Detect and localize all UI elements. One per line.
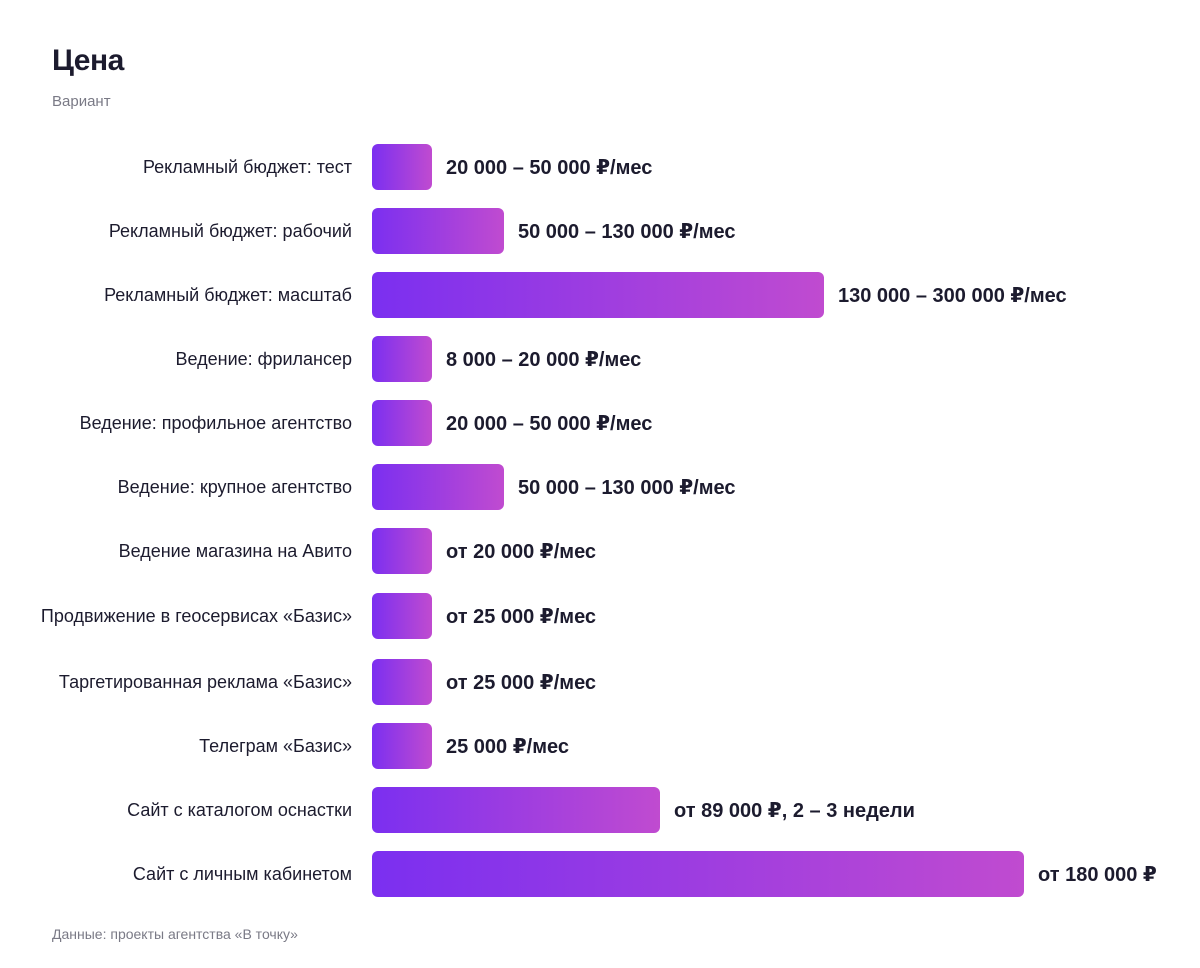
bar bbox=[372, 400, 432, 446]
chart-title: Цена bbox=[52, 44, 124, 77]
bar bbox=[372, 723, 432, 769]
bar bbox=[372, 528, 432, 574]
value-label: 130 000 – 300 000 ₽/мес bbox=[838, 284, 1067, 307]
value-label: от 180 000 ₽ bbox=[1038, 863, 1157, 886]
category-label: Продвижение в геосервисах «Базис» bbox=[40, 606, 352, 626]
bar bbox=[372, 851, 1024, 897]
category-label: Ведение: профильное агентство bbox=[79, 413, 352, 433]
bar-row: Продвижение в геосервисах «Базис» от 25 0… bbox=[0, 593, 1200, 639]
value-label: 20 000 – 50 000 ₽/мес bbox=[446, 412, 653, 435]
bar-row: Сайт с каталогом оснастки от 89 000 ₽, 2 … bbox=[0, 787, 1200, 833]
chart-subtitle: Вариант bbox=[52, 93, 111, 110]
bar-row: Ведение магазина на Авито от 20 000 ₽/мес bbox=[0, 528, 1200, 574]
value-label: от 25 000 ₽/мес bbox=[446, 671, 597, 694]
category-label: Рекламный бюджет: масштаб bbox=[104, 285, 352, 305]
value-label: 8 000 – 20 000 ₽/мес bbox=[446, 348, 642, 371]
bar-row: Рекламный бюджет: тест 20 000 – 50 000 ₽/… bbox=[0, 144, 1200, 190]
bar bbox=[372, 593, 432, 639]
bar bbox=[372, 464, 504, 510]
category-label: Рекламный бюджет: рабочий bbox=[108, 221, 352, 241]
bar-row: Ведение: фрилансер 8 000 – 20 000 ₽/мес bbox=[0, 336, 1200, 382]
value-label: 25 000 ₽/мес bbox=[446, 735, 569, 758]
bar-row: Сайт с личным кабинетом от 180 000 ₽ bbox=[0, 851, 1200, 897]
category-label: Таргетированная реклама «Базис» bbox=[58, 672, 352, 692]
category-label: Рекламный бюджет: тест bbox=[142, 157, 352, 177]
bar-row: Ведение: профильное агентство 20 000 – 50… bbox=[0, 400, 1200, 446]
bar-row: Рекламный бюджет: масштаб 130 000 – 300 0… bbox=[0, 272, 1200, 318]
value-label: от 25 000 ₽/мес bbox=[446, 605, 597, 628]
value-label: 50 000 – 130 000 ₽/мес bbox=[518, 220, 736, 243]
value-label: от 20 000 ₽/мес bbox=[446, 540, 597, 563]
value-label: 50 000 – 130 000 ₽/мес bbox=[518, 476, 736, 499]
bar bbox=[372, 336, 432, 382]
bar-row: Телеграм «Базис» 25 000 ₽/мес bbox=[0, 723, 1200, 769]
bar-row: Ведение: крупное агентство 50 000 – 130 0… bbox=[0, 464, 1200, 510]
bar bbox=[372, 272, 824, 318]
bar bbox=[372, 208, 504, 254]
bar bbox=[372, 659, 432, 705]
category-label: Ведение: фрилансер bbox=[175, 349, 353, 369]
category-label: Ведение магазина на Авито bbox=[118, 541, 352, 561]
bar bbox=[372, 787, 660, 833]
bar-row: Таргетированная реклама «Базис» от 25 000… bbox=[0, 659, 1200, 705]
category-label: Сайт с личным кабинетом bbox=[132, 864, 352, 884]
category-label: Телеграм «Базис» bbox=[199, 736, 352, 756]
value-label: от 89 000 ₽, 2 – 3 недели bbox=[674, 799, 915, 822]
category-label: Сайт с каталогом оснастки bbox=[127, 800, 352, 820]
bar-row: Рекламный бюджет: рабочий 50 000 – 130 00… bbox=[0, 208, 1200, 254]
category-label: Ведение: крупное агентство bbox=[117, 477, 352, 497]
bar bbox=[372, 144, 432, 190]
value-label: 20 000 – 50 000 ₽/мес bbox=[446, 156, 653, 179]
data-source-note: Данные: проекты агентства «В точку» bbox=[52, 926, 298, 942]
